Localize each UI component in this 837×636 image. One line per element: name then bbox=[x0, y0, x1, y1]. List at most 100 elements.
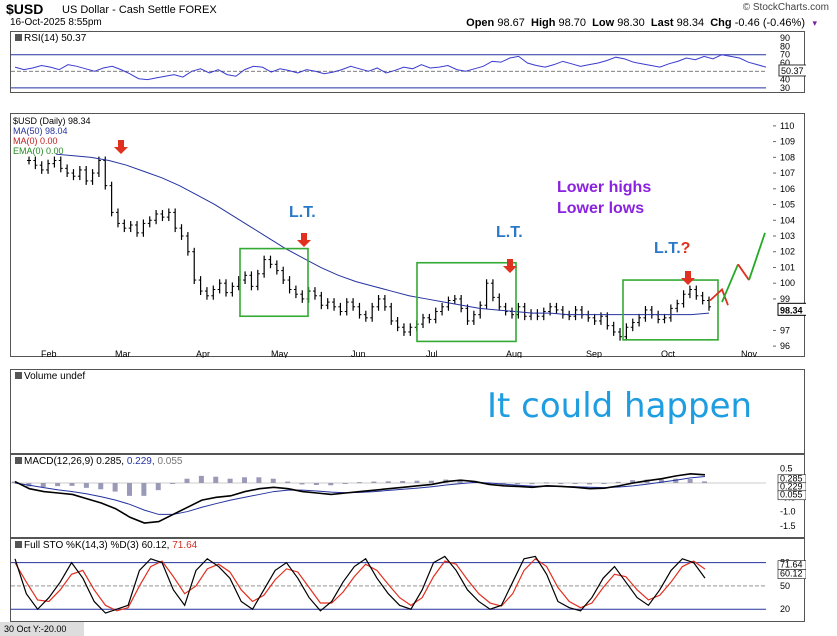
lt-label-3-text: L.T. bbox=[654, 240, 681, 257]
macd-histogram-bar bbox=[40, 483, 46, 487]
macd-histogram-bar bbox=[69, 483, 75, 486]
macd-signal-line bbox=[14, 475, 706, 515]
brand-watermark: © StockCharts.com bbox=[742, 2, 829, 13]
macd-histogram-bar bbox=[198, 475, 204, 483]
macd-histogram-bar bbox=[587, 483, 592, 485]
crosshair-readout: 30 Oct Y:-20.00 bbox=[0, 622, 84, 636]
price-tick-label: 108 bbox=[780, 152, 795, 162]
macd-histogram-bar bbox=[357, 482, 362, 484]
macd-histogram-bar bbox=[184, 478, 190, 483]
red-arrow-2 bbox=[297, 233, 311, 247]
macd-histogram-bar bbox=[601, 483, 607, 484]
month-label: Jul bbox=[426, 349, 438, 358]
price-tick-label: 101 bbox=[780, 262, 795, 272]
month-label: Jun bbox=[351, 349, 366, 358]
ma50-line bbox=[55, 153, 710, 316]
macd-histogram-bar bbox=[673, 478, 679, 483]
sto-legend-v1: 60.12, bbox=[141, 540, 170, 551]
lt-box-1 bbox=[239, 247, 309, 318]
macd-value-box bbox=[777, 490, 806, 501]
price-tick-label: 99 bbox=[780, 294, 790, 304]
macd-histogram-bar bbox=[127, 483, 132, 496]
month-label: Apr bbox=[196, 349, 210, 358]
lt-label-3-question: ? bbox=[680, 240, 691, 257]
price-tick-label: 109 bbox=[780, 137, 795, 147]
red-arrow-4 bbox=[681, 271, 695, 285]
lt-box-3 bbox=[622, 279, 719, 341]
macd-histogram-bar bbox=[170, 483, 176, 484]
macd-histogram-bar bbox=[414, 480, 420, 483]
trend-annotation: Lower highs Lower lows bbox=[557, 177, 651, 219]
rsi-value-box bbox=[778, 64, 806, 77]
rsi-tick-label: 40 bbox=[780, 75, 790, 85]
ema0-legend-text: EMA(0) 0.00 bbox=[13, 146, 64, 156]
macd-histogram-bar bbox=[385, 481, 391, 483]
annotation-lower-highs: Lower highs bbox=[557, 179, 652, 196]
sto-legend-swatch bbox=[15, 541, 22, 548]
ma0-legend-text: MA(0) 0.00 bbox=[13, 136, 58, 146]
symbol-name: US Dollar - Cash Settle FOREX bbox=[62, 4, 217, 16]
projection-red-2 bbox=[737, 263, 750, 281]
rsi-value-box-text: 50.37 bbox=[781, 66, 804, 76]
ohlc-readout: Open 98.67 High 98.70 Low 98.30 Last 98.… bbox=[466, 17, 805, 29]
month-label: Sep bbox=[586, 349, 602, 358]
macd-histogram-bar bbox=[428, 480, 434, 483]
price-tick-label: 100 bbox=[780, 278, 795, 288]
macd-histogram-bar bbox=[256, 477, 262, 483]
chart-header: $USD US Dollar - Cash Settle FOREX 16-Oc… bbox=[0, 0, 837, 30]
open-label: Open bbox=[466, 17, 495, 29]
month-label: Nov bbox=[741, 349, 758, 358]
macd-histogram-bar bbox=[141, 483, 147, 496]
rsi-tick-label: 30 bbox=[780, 83, 790, 93]
rsi-tick-label: 90 bbox=[780, 33, 790, 43]
ema0-legend: EMA(0) 0.00 bbox=[13, 146, 91, 156]
macd-histogram-bar bbox=[299, 483, 305, 485]
macd-histogram-bar bbox=[558, 483, 564, 484]
macd-legend-v1: 0.285, bbox=[96, 456, 125, 467]
macd-legend: MACD(12,26,9) 0.285, 0.229, 0.055 bbox=[15, 456, 182, 467]
macd-histogram-bar bbox=[457, 479, 463, 483]
volume-panel: Volume undef It could happen bbox=[10, 369, 805, 454]
chg-label: Chg bbox=[710, 17, 732, 29]
macd-histogram-bar bbox=[615, 481, 621, 483]
sto-k-line bbox=[14, 555, 706, 614]
chevron-down-icon[interactable]: ▾ bbox=[812, 18, 817, 28]
annotation-lower-lows: Lower lows bbox=[557, 200, 645, 217]
month-label: Mar bbox=[115, 349, 131, 358]
price-tick-label: 103 bbox=[780, 231, 795, 241]
price-tick-label: 106 bbox=[780, 184, 795, 194]
last-value: 98.34 bbox=[676, 17, 705, 29]
macd-histogram-bar bbox=[98, 483, 104, 490]
macd-legend-swatch bbox=[15, 457, 22, 464]
macd-histogram-bar bbox=[155, 483, 161, 491]
macd-tick-label: -1.5 bbox=[780, 521, 796, 531]
rsi-tick-label: 60 bbox=[780, 58, 790, 68]
open-value: 98.67 bbox=[497, 17, 525, 29]
price-legend: $USD (Daily) 98.34 MA(50) 98.04 MA(0) 0.… bbox=[13, 116, 91, 156]
price-legend-title: $USD (Daily) 98.34 bbox=[13, 116, 91, 126]
lt-box-2 bbox=[416, 261, 517, 343]
rsi-tick-label: 80 bbox=[780, 41, 790, 51]
rsi-line bbox=[14, 54, 767, 81]
symbol: $USD bbox=[6, 1, 44, 17]
red-arrow-3 bbox=[503, 259, 517, 273]
projection-red-1 bbox=[709, 287, 729, 306]
price-last-box-text: 98.34 bbox=[780, 305, 803, 315]
macd-histogram-bar bbox=[342, 483, 348, 484]
volume-legend: Volume undef bbox=[15, 371, 85, 382]
volume-legend-text: Volume undef bbox=[24, 371, 86, 382]
macd-histogram-bar bbox=[285, 481, 291, 483]
chart-datetime: 16-Oct-2025 8:55pm bbox=[10, 17, 102, 28]
sto-legend-v2: 71.64 bbox=[172, 540, 198, 551]
macd-histogram-bar bbox=[400, 481, 406, 483]
price-tick-label: 96 bbox=[780, 341, 790, 351]
macd-histogram-bar bbox=[313, 483, 319, 485]
macd-histogram-bar bbox=[83, 483, 89, 488]
sto-value-box-text: 71.64 bbox=[780, 560, 803, 570]
macd-legend-v2: 0.229, bbox=[126, 456, 155, 467]
price-chart: 110 109 108 107 106 105 104 103 102 101 100 99 97 96 F… bbox=[27, 121, 806, 358]
